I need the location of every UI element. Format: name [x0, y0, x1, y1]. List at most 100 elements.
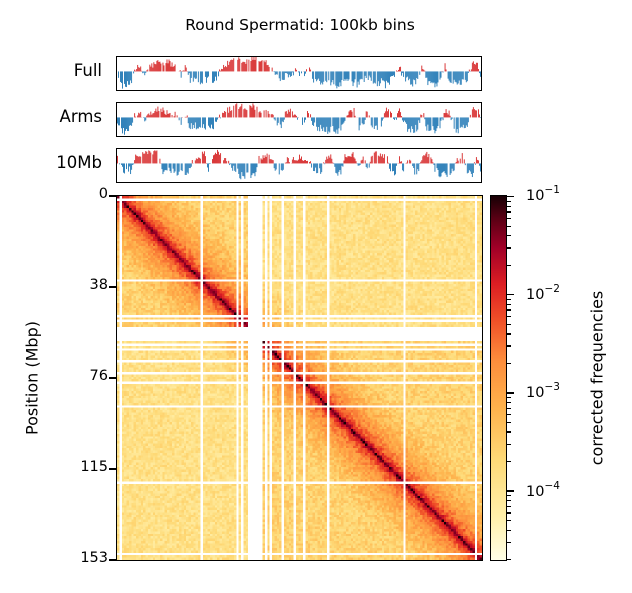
track-bar: [229, 106, 231, 118]
track-bar: [401, 161, 403, 164]
track-bar: [214, 71, 215, 82]
track-bar: [340, 163, 342, 175]
track-bar: [260, 158, 262, 164]
track-bar: [315, 163, 317, 168]
track-bar: [429, 117, 431, 131]
track-bar: [286, 157, 288, 164]
colorbar-minor-tick: [507, 421, 511, 424]
track-bar: [222, 69, 224, 72]
track-bar: [326, 117, 328, 127]
track-bar: [255, 57, 257, 72]
track-bar: [174, 64, 176, 72]
track-bar: [474, 64, 476, 72]
track-bar: [156, 111, 158, 118]
track-bar: [253, 57, 255, 72]
track-bar: [470, 69, 472, 72]
track-bar: [359, 71, 361, 80]
track-bar: [471, 109, 473, 118]
track-bar: [273, 117, 275, 120]
track-bar: [117, 117, 118, 124]
track-bar: [448, 71, 450, 81]
track-bar: [158, 111, 160, 118]
track-bar: [323, 71, 325, 82]
track-bar: [149, 64, 151, 72]
track-bar: [121, 71, 122, 83]
track-bar: [319, 71, 321, 81]
track-bar: [161, 163, 163, 170]
track-bar: [293, 114, 295, 118]
track-bar: [216, 71, 217, 81]
track-bar: [210, 117, 211, 129]
track-bar: [147, 69, 149, 72]
track-bar: [477, 69, 479, 72]
track-bar: [156, 60, 158, 72]
track-bar: [123, 163, 124, 173]
track-bar: [338, 117, 340, 129]
track-bar: [190, 163, 192, 167]
track-bar: [299, 71, 300, 76]
track-bar: [269, 159, 271, 164]
track-bar: [346, 115, 348, 118]
track-bar: [335, 117, 337, 134]
track-bar: [427, 157, 429, 164]
track-bar: [329, 117, 331, 133]
track-bar: [440, 117, 442, 121]
track-bar: [305, 117, 306, 120]
track-bar: [436, 163, 438, 169]
track-bar: [129, 71, 131, 85]
track-bar: [302, 160, 303, 164]
track-bar: [130, 163, 132, 175]
track-bar: [240, 163, 242, 180]
track-bar: [251, 57, 253, 72]
track-bar: [260, 61, 262, 72]
track-bar: [388, 163, 390, 169]
track-bar: [258, 61, 260, 72]
track-bar: [324, 163, 326, 165]
track-bar: [195, 71, 197, 79]
colorbar-tick-label-1e-2: 10−2: [526, 283, 560, 303]
track-bar: [152, 113, 154, 118]
track-bar: [265, 156, 267, 164]
track-bar: [261, 159, 263, 164]
track-bar: [188, 117, 190, 128]
track-bar: [228, 112, 230, 118]
track-bar: [317, 117, 319, 131]
track-bar: [275, 163, 277, 170]
colorbar-major-tick: [507, 392, 514, 394]
track-bar: [219, 114, 221, 118]
track-bar: [265, 60, 267, 72]
track-bar: [431, 159, 433, 164]
track-bar: [152, 67, 154, 72]
track-bar: [431, 71, 433, 83]
track-bar: [274, 71, 276, 75]
track-bar: [223, 64, 225, 72]
track-bar: [201, 151, 203, 164]
track-bar: [191, 160, 193, 164]
track-arms: [116, 102, 482, 137]
track-bar: [214, 154, 215, 164]
track-bar: [364, 71, 366, 76]
track-bar: [472, 61, 474, 72]
track-bar: [412, 71, 414, 87]
track-bar: [250, 163, 252, 179]
track-bar: [145, 71, 147, 73]
track-bar: [367, 71, 369, 81]
track-bar: [460, 71, 462, 85]
track-bar: [236, 103, 238, 118]
colorbar-major-tick: [507, 196, 514, 198]
track-bar: [281, 117, 283, 122]
track-bar: [308, 113, 310, 118]
track-bar: [179, 70, 181, 72]
track-bar: [394, 117, 395, 120]
track-bar: [376, 117, 378, 130]
track-bar: [303, 160, 304, 164]
track-bar: [462, 117, 464, 125]
track-bar: [381, 71, 383, 81]
track-bar: [122, 117, 123, 134]
colorbar-minor-tick: [507, 431, 511, 433]
track-bar: [358, 163, 360, 166]
track-bar: [348, 111, 350, 118]
track-bar: [399, 156, 401, 164]
track-bar: [263, 110, 265, 118]
track-bar: [266, 65, 268, 72]
